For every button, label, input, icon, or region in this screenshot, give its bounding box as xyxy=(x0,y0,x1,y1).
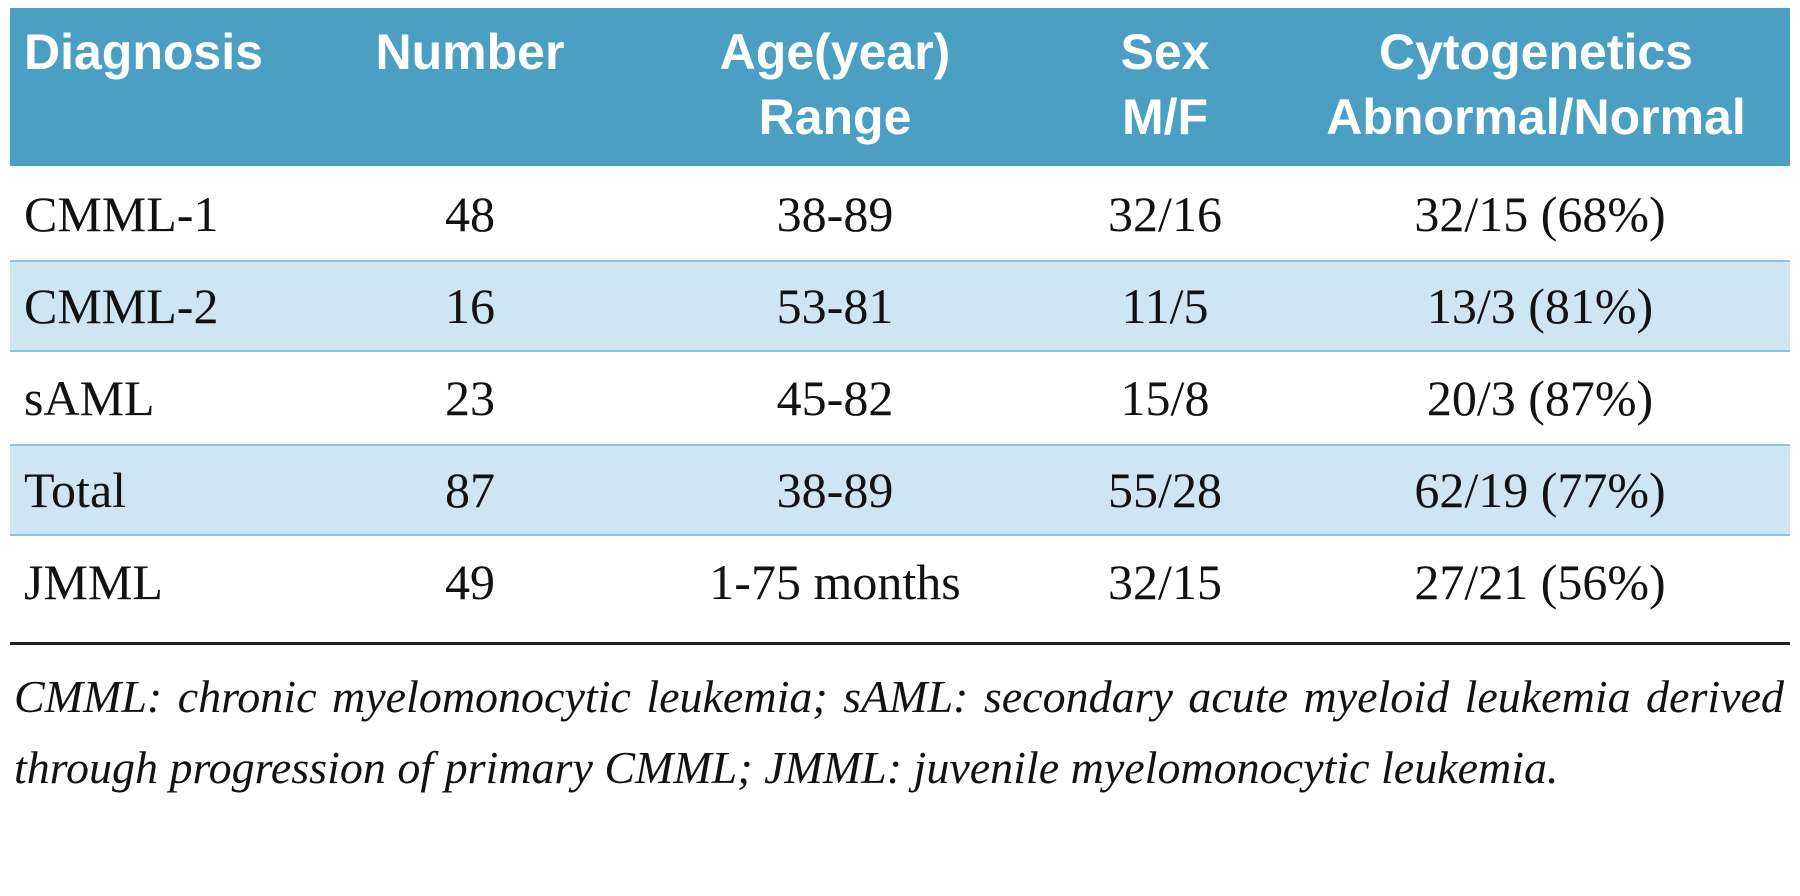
table-body: CMML-1 48 38-89 32/16 32/15 (68%) CMML-2… xyxy=(10,168,1790,628)
cell-diagnosis: Total xyxy=(24,462,127,518)
cell-age-range: 38-89 xyxy=(776,462,894,518)
cell-sex: 11/5 xyxy=(1121,278,1209,334)
cell-number: 16 xyxy=(445,278,495,334)
cell-cytogenetics: 27/21 (56%) xyxy=(1414,554,1666,610)
cell-sex: 15/8 xyxy=(1120,370,1210,426)
table-header-row: Diagnosis Number Age(year) Range Sex M/F… xyxy=(10,8,1790,166)
cell-sex: 32/16 xyxy=(1108,186,1222,242)
cell-sex: 55/28 xyxy=(1108,462,1222,518)
table-row-total: Total 87 38-89 55/28 62/19 (77%) xyxy=(10,444,1790,536)
cell-number: 23 xyxy=(445,370,495,426)
cell-age-range: 38-89 xyxy=(776,186,894,242)
table-row-cmml1: CMML-1 48 38-89 32/16 32/15 (68%) xyxy=(10,168,1790,260)
table-row-saml: sAML 23 45-82 15/8 20/3 (87%) xyxy=(10,352,1790,444)
table-row-jmml: JMML 49 1-75 months 32/15 27/21 (56%) xyxy=(10,536,1790,628)
column-header-line1: Number xyxy=(375,24,565,80)
column-header-line1: Diagnosis xyxy=(24,24,263,80)
cell-diagnosis: JMML xyxy=(24,554,163,610)
cell-diagnosis: CMML-1 xyxy=(24,186,219,242)
table-footnote: CMML: chronic myelomonocytic leukemia; s… xyxy=(14,671,1784,794)
column-header-line2: Abnormal/Normal xyxy=(1326,89,1746,145)
column-header-line1: Cytogenetics xyxy=(1379,24,1693,80)
column-header-line1: Sex xyxy=(1120,24,1210,80)
column-header-age-range: Age(year) Range xyxy=(630,20,1040,150)
column-header-sex: Sex M/F xyxy=(1040,20,1290,150)
cell-diagnosis: CMML-2 xyxy=(24,278,219,334)
cell-age-range: 45-82 xyxy=(776,370,894,426)
column-header-diagnosis: Diagnosis xyxy=(10,20,310,150)
column-header-number: Number xyxy=(310,20,630,150)
cell-sex: 32/15 xyxy=(1108,554,1222,610)
column-header-cytogenetics: Cytogenetics Abnormal/Normal xyxy=(1290,20,1790,150)
cell-cytogenetics: 62/19 (77%) xyxy=(1414,462,1666,518)
table-row-cmml2: CMML-2 16 53-81 11/5 13/3 (81%) xyxy=(10,260,1790,352)
cell-number: 48 xyxy=(445,186,495,242)
cell-number: 87 xyxy=(445,462,495,518)
column-header-line2: Range xyxy=(758,89,912,145)
cell-diagnosis: sAML xyxy=(24,370,155,426)
cell-age-range: 53-81 xyxy=(776,278,894,334)
cell-cytogenetics: 20/3 (87%) xyxy=(1426,370,1654,426)
cell-cytogenetics: 13/3 (81%) xyxy=(1426,278,1654,334)
cell-cytogenetics: 32/15 (68%) xyxy=(1414,186,1666,242)
footnote-divider xyxy=(10,642,1790,645)
cell-number: 49 xyxy=(445,554,495,610)
column-header-line2: M/F xyxy=(1121,89,1209,145)
cell-age-range: 1-75 months xyxy=(709,554,961,610)
column-header-line1: Age(year) xyxy=(719,24,951,80)
